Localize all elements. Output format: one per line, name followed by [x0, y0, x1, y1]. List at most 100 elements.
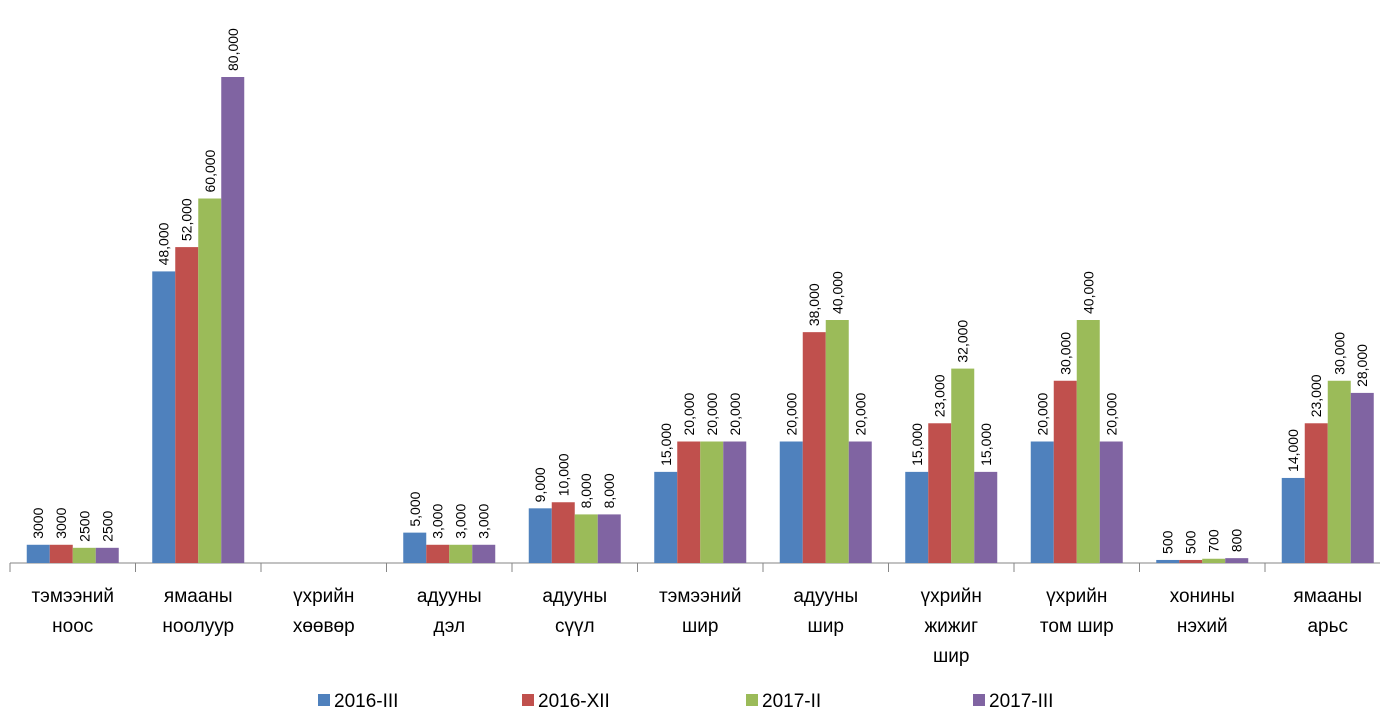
- bar: [175, 247, 199, 563]
- data-label: 3,000: [430, 504, 446, 539]
- bar: [426, 544, 450, 563]
- x-tick-label: адууны сүүл: [542, 586, 608, 637]
- data-label: 40,000: [829, 271, 845, 314]
- bar: [597, 514, 621, 563]
- data-label: 80,000: [225, 28, 241, 71]
- bar: [1281, 477, 1305, 563]
- data-label: 9,000: [532, 467, 548, 502]
- bar: [928, 423, 952, 563]
- legend-swatch: [318, 694, 330, 706]
- data-label: 3000: [30, 507, 46, 538]
- data-label: 20,000: [704, 392, 720, 435]
- bar: [95, 547, 119, 563]
- data-label: 20,000: [727, 392, 743, 435]
- bar: [198, 198, 222, 563]
- bar: [72, 547, 96, 563]
- data-label: 15,000: [909, 423, 925, 466]
- data-label: 20,000: [783, 392, 799, 435]
- data-label: 23,000: [1308, 374, 1324, 417]
- legend-label: 2017-II: [762, 691, 821, 712]
- bar: [1225, 558, 1249, 563]
- x-tick-label: үхрийн хөөвөр: [292, 586, 355, 637]
- bar: [802, 332, 826, 563]
- bar: [221, 77, 245, 563]
- data-label: 10,000: [555, 453, 571, 496]
- bar: [1327, 380, 1351, 563]
- bar: [472, 544, 496, 563]
- bar: [152, 271, 176, 563]
- legend-swatch: [973, 694, 985, 706]
- data-label: 20,000: [681, 392, 697, 435]
- bar: [574, 514, 598, 563]
- legend-swatch: [522, 694, 534, 706]
- bar: [700, 441, 724, 563]
- bar: [49, 544, 73, 563]
- bar: [1076, 320, 1100, 563]
- bar: [1099, 441, 1123, 563]
- bar: [825, 320, 849, 563]
- bar: [654, 471, 678, 563]
- data-label: 500: [1160, 530, 1176, 554]
- data-label: 15,000: [658, 423, 674, 466]
- data-label: 2500: [76, 510, 92, 541]
- data-label: 800: [1229, 529, 1245, 553]
- legend-swatch: [746, 694, 758, 706]
- bar: [848, 441, 872, 563]
- data-label: 500: [1183, 530, 1199, 554]
- data-label: 30,000: [1057, 332, 1073, 375]
- bar: [1304, 423, 1328, 563]
- bar: [1156, 559, 1180, 563]
- bar: [1202, 558, 1226, 563]
- data-label: 32,000: [955, 320, 971, 363]
- data-label: 20,000: [852, 392, 868, 435]
- legend-label: 2017-III: [989, 691, 1053, 712]
- data-label: 8,000: [601, 473, 617, 508]
- data-label: 2500: [99, 510, 115, 541]
- bar: [1179, 559, 1203, 563]
- bar: [677, 441, 701, 563]
- data-label: 15,000: [978, 423, 994, 466]
- bar: [528, 508, 552, 563]
- data-label: 3,000: [453, 504, 469, 539]
- data-label: 48,000: [156, 222, 172, 265]
- bar: [449, 544, 473, 563]
- x-tick-label: хонины нэхий: [1169, 586, 1235, 637]
- x-tick-label: үхрийн жижиг шир: [920, 586, 982, 667]
- legend-label: 2016-III: [334, 691, 398, 712]
- data-label: 20,000: [1103, 392, 1119, 435]
- bar: [1030, 441, 1054, 563]
- bar: [551, 502, 575, 563]
- bar: [723, 441, 747, 563]
- data-label: 14,000: [1285, 429, 1301, 472]
- bar: [779, 441, 803, 563]
- data-label: 30,000: [1331, 332, 1347, 375]
- bar: [974, 471, 998, 563]
- data-label: 700: [1206, 529, 1222, 553]
- x-tick-label: ямааны арьс: [1293, 586, 1363, 637]
- bar: [1053, 380, 1077, 563]
- bar: [1350, 392, 1374, 563]
- bar: [905, 471, 929, 563]
- data-label: 8,000: [578, 473, 594, 508]
- data-label: 28,000: [1354, 344, 1370, 387]
- data-label: 23,000: [932, 374, 948, 417]
- bar: [26, 544, 50, 563]
- x-tick-label: адууны шир: [793, 586, 859, 637]
- x-tick-label: үхрийн том шир: [1039, 586, 1114, 637]
- x-tick-label: тэмээний шир: [658, 586, 742, 637]
- data-label: 60,000: [202, 149, 218, 192]
- data-label: 20,000: [1034, 392, 1050, 435]
- data-label: 52,000: [179, 198, 195, 241]
- legend-label: 2016-XII: [538, 691, 610, 712]
- data-label: 5,000: [407, 491, 423, 526]
- x-tick-label: ямааны ноолуур: [162, 586, 235, 637]
- data-label: 40,000: [1080, 271, 1096, 314]
- x-tick-label: тэмээний ноос: [31, 586, 115, 637]
- data-label: 38,000: [806, 283, 822, 326]
- data-label: 3000: [53, 507, 69, 538]
- bar: [403, 532, 427, 563]
- data-label: 3,000: [476, 504, 492, 539]
- x-tick-label: адууны дэл: [416, 586, 482, 637]
